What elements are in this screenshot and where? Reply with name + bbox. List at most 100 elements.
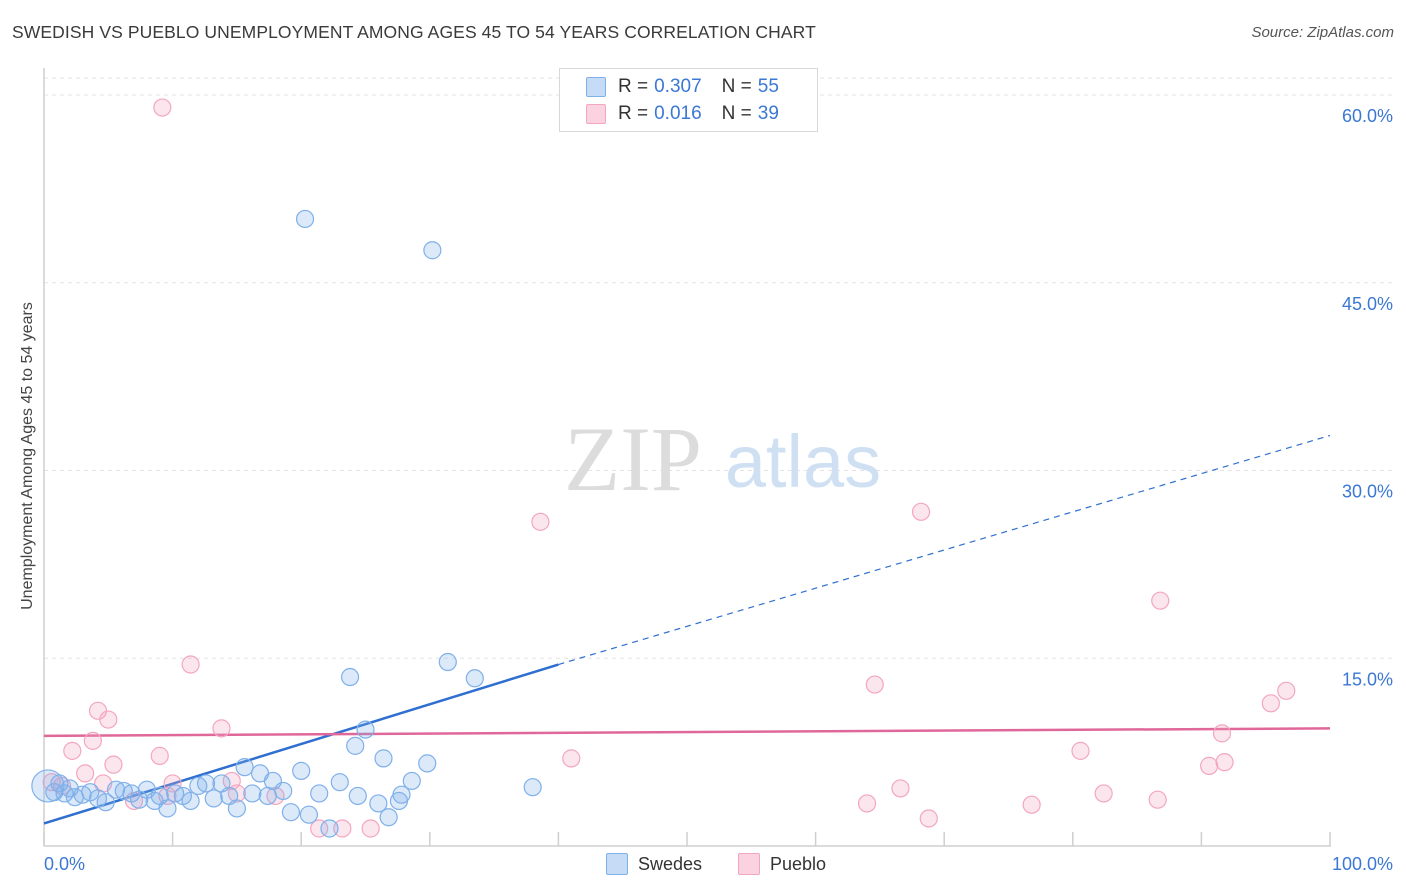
pueblo-point (361, 819, 380, 838)
swedes-point (330, 773, 349, 792)
swedes-point (243, 784, 262, 803)
pueblo-point (150, 746, 169, 765)
swedes-point (369, 794, 388, 813)
legend-label-pueblo: Pueblo (770, 853, 827, 874)
y-tick-label: 45.0% (1342, 294, 1393, 314)
swedes-point (235, 758, 254, 777)
pueblo-point (1071, 741, 1090, 760)
swedes-point (158, 799, 177, 818)
swedes-point (418, 754, 437, 773)
legend-r-value: 0.016 (654, 103, 702, 124)
swedes-point (346, 736, 365, 755)
swatch-swedes (606, 853, 628, 875)
legend-r-label: R = (618, 76, 649, 97)
pueblo-point (310, 819, 329, 838)
pueblo-point (1277, 681, 1296, 700)
swedes-point (379, 808, 398, 827)
pueblo-point (1215, 753, 1234, 772)
y-axis-label: Unemployment Among Ages 45 to 54 years (19, 302, 36, 610)
pueblo-point (531, 512, 550, 531)
legend-row-swedes: R = 0.307 N = 55 (586, 75, 779, 99)
swedes-point (96, 793, 115, 812)
swedes-point (106, 780, 126, 799)
swedes-point (310, 784, 329, 803)
pueblo-point (212, 719, 231, 738)
watermark-zip: ZIP (564, 408, 702, 510)
pueblo-point (865, 675, 884, 694)
swedes-point (340, 667, 360, 687)
pueblo-point (1022, 795, 1041, 814)
swedes-point (523, 778, 542, 797)
y-tick-label: 15.0% (1342, 669, 1393, 689)
chart-source: Source: ZipAtlas.com (1251, 24, 1394, 41)
pueblo-point (891, 779, 910, 798)
swedes-point (374, 749, 393, 768)
data-points (31, 98, 1296, 838)
pueblo-point (1212, 724, 1232, 743)
swedes-point (423, 241, 442, 260)
pueblo-point (153, 98, 172, 117)
watermark-atlas: atlas (725, 420, 881, 503)
chart-title: SWEDISH VS PUEBLO UNEMPLOYMENT AMONG AGE… (12, 22, 816, 42)
swedes-point (438, 652, 457, 672)
legend-n-value: 55 (757, 76, 779, 97)
bottom-legend-swedes: Swedes (606, 852, 702, 876)
swedes-point (402, 771, 421, 791)
y-tick-label: 60.0% (1342, 106, 1393, 126)
swedes-point (55, 784, 74, 803)
legend-n-value: 39 (757, 103, 779, 124)
pueblo-point (1151, 591, 1170, 610)
swedes-point (204, 789, 223, 808)
legend-label-swedes: Swedes (638, 853, 703, 874)
swatch-pueblo (586, 104, 606, 124)
pueblo-point (857, 794, 877, 813)
y-tick-label: 30.0% (1342, 482, 1393, 502)
pueblo-point (562, 749, 581, 768)
axes (43, 68, 1331, 847)
swedes-point (274, 781, 293, 801)
legend-row-pueblo: R = 0.016 N = 39 (586, 102, 779, 126)
pueblo-point (1261, 694, 1280, 713)
stats-legend: R = 0.307 N = 55 R = 0.016 N = 39 (559, 68, 818, 132)
pueblo-point (104, 755, 123, 774)
swedes-point (196, 774, 216, 793)
swedes-point (348, 786, 367, 806)
swedes-point (292, 761, 311, 781)
pueblo-point (181, 655, 200, 674)
swedes-point (320, 819, 339, 838)
legend-r-value: 0.307 (654, 76, 702, 97)
swedes-trend-extension (558, 434, 1331, 666)
pueblo-point (99, 710, 118, 729)
legend-r-label: R = (618, 103, 649, 124)
swedes-point (392, 785, 411, 804)
swedes-point (295, 209, 315, 229)
pueblo-point (1148, 790, 1167, 809)
swedes-point (227, 799, 246, 818)
pueblo-point (919, 809, 938, 828)
swedes-point (181, 791, 200, 811)
legend-n-label: N = (721, 76, 752, 97)
swatch-pueblo (738, 853, 760, 875)
x-tick-label: 0.0% (44, 854, 85, 874)
pueblo-point (63, 741, 82, 760)
pueblo-point (76, 764, 95, 783)
pueblo-point (1094, 784, 1113, 803)
swedes-point (299, 805, 319, 824)
swedes-point (465, 669, 484, 688)
watermark: ZIP atlas (564, 408, 881, 510)
pueblo-point (1200, 756, 1219, 775)
pueblo-trend-line (43, 727, 1331, 738)
swedes-point (50, 774, 69, 793)
pueblo-point (911, 502, 931, 521)
x-tick-label: 100.0% (1332, 854, 1393, 874)
pueblo-point (83, 731, 102, 750)
grid-lines (44, 77, 1392, 659)
swedes-point (281, 803, 301, 822)
bottom-legend-pueblo: Pueblo (738, 852, 826, 876)
swedes-point (356, 720, 375, 739)
swatch-swedes (586, 77, 606, 97)
legend-n-label: N = (721, 103, 752, 124)
swedes-point (130, 790, 149, 809)
swedes-point (258, 786, 277, 806)
